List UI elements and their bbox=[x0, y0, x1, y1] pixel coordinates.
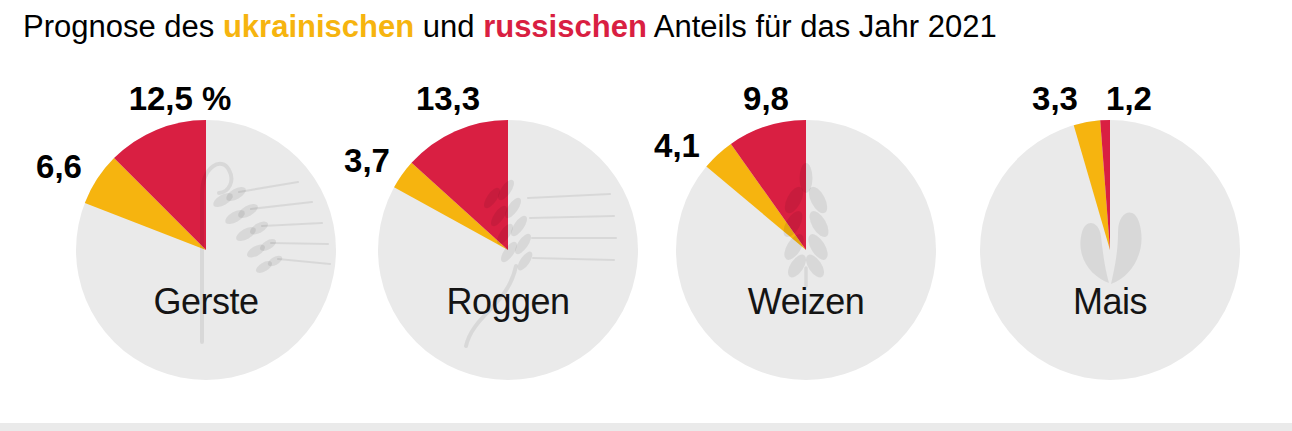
ukraine-share-value: 3,3 bbox=[1032, 80, 1078, 118]
pie-label-weizen: Weizen bbox=[748, 281, 864, 323]
title-part: und bbox=[414, 9, 483, 44]
pie-label-roggen: Roggen bbox=[446, 281, 569, 323]
pie-chart-gerste: 12,5 % 6,6 Gerste bbox=[76, 120, 336, 380]
footer-band bbox=[0, 423, 1292, 431]
infographic: Prognose des ukrainischen und russischen… bbox=[0, 0, 1292, 431]
pie-svg-weizen bbox=[676, 120, 936, 380]
title-part: Prognose des bbox=[23, 9, 223, 44]
russia-share-value: 13,3 bbox=[416, 80, 480, 118]
title-ukraine-word: ukrainischen bbox=[223, 9, 414, 44]
ukraine-share-value: 4,1 bbox=[654, 127, 700, 165]
ukraine-share-value: 3,7 bbox=[344, 142, 390, 180]
russia-share-value: 12,5 % bbox=[129, 80, 232, 118]
russia-share-value: 1,2 bbox=[1106, 80, 1152, 118]
pie-label-mais: Mais bbox=[1073, 281, 1147, 323]
pie-chart-weizen: 9,8 4,1 Weizen bbox=[676, 120, 936, 380]
pie-svg-roggen bbox=[378, 120, 638, 380]
pie-chart-mais: 1,2 3,3 Mais bbox=[980, 120, 1240, 380]
pie-chart-roggen: 13,3 3,7 Roggen bbox=[378, 120, 638, 380]
pie-label-gerste: Gerste bbox=[153, 281, 258, 323]
pie-svg-mais bbox=[980, 120, 1240, 380]
chart-title: Prognose des ukrainischen und russischen… bbox=[23, 9, 997, 45]
title-part: Anteils für das Jahr 2021 bbox=[647, 9, 997, 44]
ukraine-share-value: 6,6 bbox=[36, 148, 82, 186]
russia-share-value: 9,8 bbox=[743, 80, 789, 118]
pie-svg-gerste bbox=[76, 120, 336, 380]
title-russia-word: russischen bbox=[483, 9, 647, 44]
